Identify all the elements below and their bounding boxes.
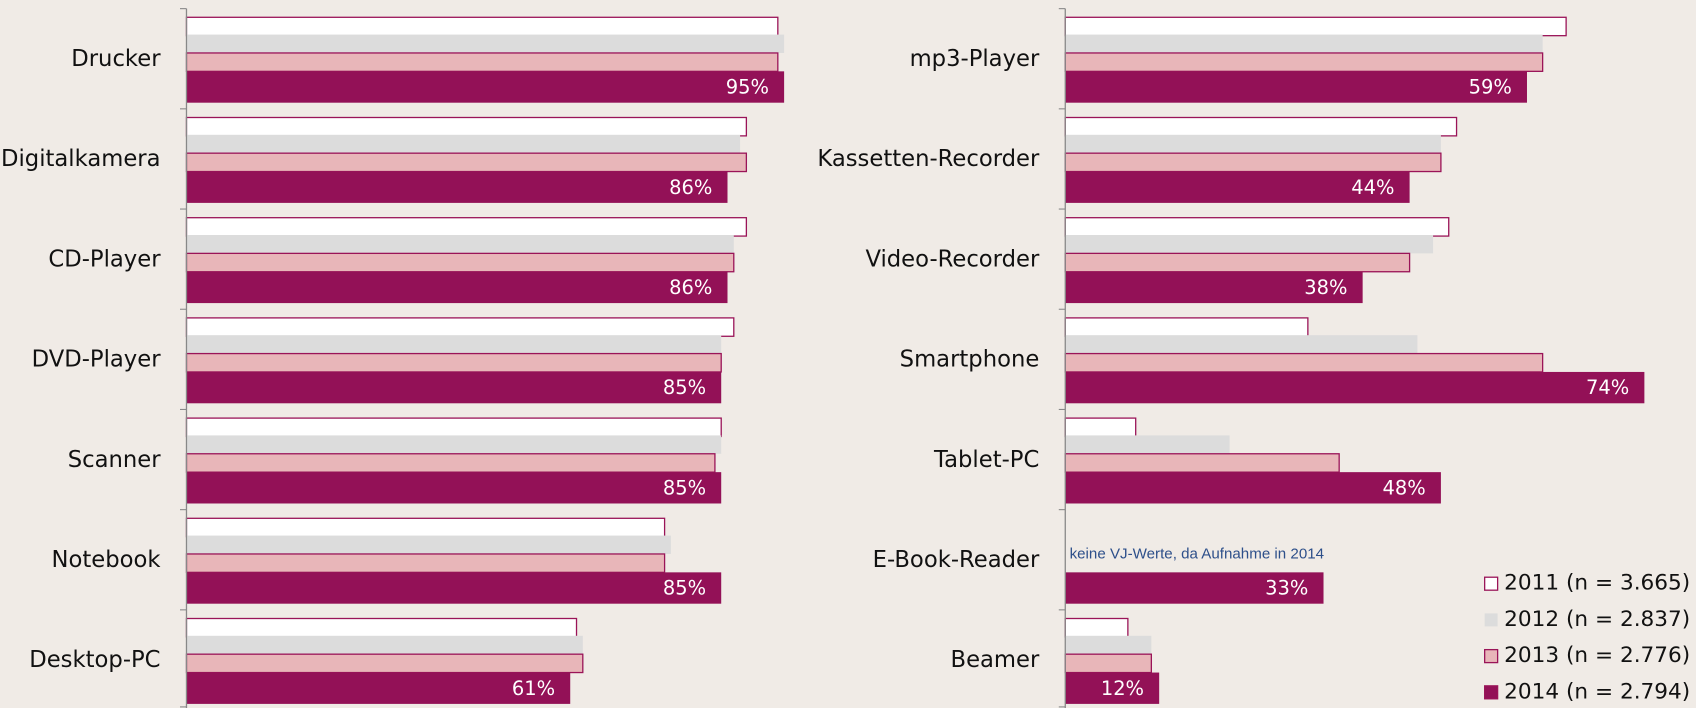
data-label: 61%: [512, 677, 555, 700]
category-label: E-Book-Reader: [873, 547, 1040, 573]
annotation: keine VJ-Werte, da Aufnahme in 2014: [1070, 546, 1324, 563]
legend-swatch: [1484, 648, 1499, 664]
bar: [1064, 352, 1544, 373]
category-label: Kassetten-Recorder: [817, 146, 1040, 172]
bar: [1064, 217, 1450, 237]
bar: [1065, 672, 1160, 704]
legend-label: 2012 (n = 2.837): [1504, 607, 1690, 632]
data-label: 86%: [669, 176, 712, 199]
bar: [1064, 52, 1544, 72]
bar: [185, 116, 748, 137]
bar: [1065, 34, 1543, 53]
category-label: mp3-Player: [910, 46, 1040, 72]
bar: [1065, 635, 1152, 655]
bar: [185, 217, 748, 237]
legend-swatch: [1484, 576, 1499, 591]
bar: [186, 134, 741, 154]
category-label: Desktop-PC: [29, 647, 160, 673]
category-label: Smartphone: [900, 347, 1040, 373]
data-label: 74%: [1586, 376, 1629, 399]
bar: [186, 335, 722, 354]
bar: [185, 417, 722, 438]
category-label: Beamer: [951, 647, 1040, 673]
data-label: 85%: [663, 476, 706, 499]
bar: [185, 52, 779, 72]
bar: [186, 472, 722, 504]
bar: [1065, 335, 1418, 354]
legend-label: 2011 (n = 3.665): [1504, 571, 1690, 596]
bar: [1064, 453, 1340, 473]
legend-label: 2014 (n = 2.794): [1504, 679, 1690, 704]
bar: [1064, 653, 1152, 674]
category-label: Digitalkamera: [1, 146, 161, 172]
bar: [186, 171, 728, 203]
category-label: Notebook: [52, 547, 162, 573]
bar: [186, 535, 671, 554]
bar: [185, 317, 735, 337]
bar: [1064, 116, 1458, 137]
bar: [1064, 152, 1442, 173]
bar: [185, 453, 716, 473]
bar: [186, 271, 728, 304]
bar: [185, 252, 735, 273]
data-label: 48%: [1383, 476, 1426, 499]
legend-swatch: [1484, 685, 1499, 700]
bar: [185, 617, 578, 638]
category-label: Video-Recorder: [865, 246, 1040, 272]
bar: [1064, 617, 1129, 638]
bar: [1064, 317, 1309, 337]
bar: [1064, 417, 1137, 438]
bar: [186, 572, 722, 604]
category-label: Scanner: [68, 447, 161, 473]
category-label: Tablet-PC: [933, 447, 1039, 473]
data-label: 85%: [663, 376, 706, 399]
legend-label: 2013 (n = 2.776): [1504, 643, 1690, 668]
category-label: Drucker: [71, 46, 161, 72]
bar: [1065, 472, 1441, 504]
bar: [185, 152, 748, 173]
data-label: 44%: [1351, 176, 1394, 199]
bar: [1065, 71, 1527, 103]
legend-swatch: [1484, 613, 1498, 627]
data-label: 85%: [663, 577, 706, 600]
bar: [186, 71, 785, 103]
bar: [186, 435, 722, 454]
bar: [1064, 252, 1411, 273]
data-label: 12%: [1101, 677, 1144, 700]
bar: [186, 34, 785, 53]
bar: [185, 352, 722, 373]
bar: [185, 653, 584, 674]
bar: [185, 517, 666, 538]
data-label: 59%: [1469, 76, 1512, 99]
bar: [1065, 271, 1363, 304]
bar: [1065, 371, 1645, 404]
bar: [1064, 16, 1567, 37]
bar: [1065, 435, 1230, 454]
data-label: 38%: [1304, 276, 1347, 299]
bar: [1065, 134, 1441, 154]
bar: [186, 371, 722, 404]
data-label: 95%: [726, 76, 769, 99]
data-label: 33%: [1265, 577, 1308, 600]
data-label: 86%: [669, 276, 712, 299]
bar: [1065, 171, 1410, 203]
bar: [185, 553, 666, 573]
bar: [186, 635, 583, 655]
bar: [1065, 572, 1324, 604]
bar: [1065, 234, 1434, 254]
bar: [185, 16, 779, 37]
category-label: DVD-Player: [32, 347, 162, 373]
bar: [186, 672, 571, 704]
bar: [186, 234, 734, 254]
category-label: CD-Player: [48, 246, 161, 272]
